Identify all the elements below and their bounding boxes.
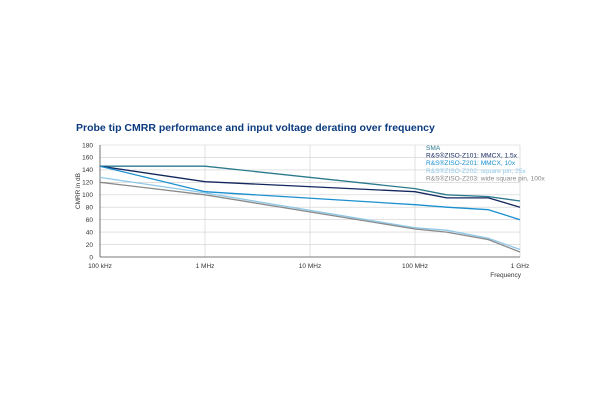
y-tick-label: 80 — [86, 205, 94, 212]
legend-entry-2: R&S®ZISO-Z101: MMCX, 1.5x — [426, 152, 518, 160]
y-tick-label: 0 — [89, 254, 93, 261]
y-tick-label: 100 — [82, 192, 93, 199]
series-line-1 — [100, 165, 521, 202]
y-tick-label: 60 — [86, 217, 94, 224]
y-axis-label: CMRR in dB — [75, 173, 82, 209]
x-tick-label: 1 MHz — [196, 263, 215, 270]
x-tick-label: 1 GHz — [511, 263, 529, 270]
y-tick-label: 120 — [82, 180, 93, 187]
series-line-4 — [99, 176, 521, 251]
y-tick-label: 40 — [86, 229, 94, 236]
axes — [99, 145, 520, 258]
series-line-5 — [99, 181, 521, 253]
x-tick-label: 100 MHz — [402, 263, 428, 270]
legend-entry-1: SMA — [426, 145, 441, 152]
legend-entry-3: R&S®ZISO-Z201: MMCX, 10x — [426, 159, 516, 167]
y-tick-label: 20 — [86, 242, 94, 249]
series-line-2 — [99, 165, 521, 208]
series-lines — [99, 165, 521, 253]
tick-labels: 0 20 40 60 80 100 120 140 160 180 100 kHz 1 MHz 10 M… — [82, 142, 529, 270]
series-line-3 — [99, 165, 521, 221]
x-tick-label: 100 kHz — [88, 263, 112, 270]
y-tick-label: 140 — [82, 167, 93, 174]
x-tick-label: 10 MHz — [299, 263, 321, 270]
legend-entry-5: R&S®ZISO-Z203: wide square pin, 100x — [426, 174, 546, 182]
y-tick-label: 160 — [82, 155, 93, 162]
y-tick-label: 180 — [82, 142, 93, 149]
legend-entry-4: R&S®ZISO-Z202: square pin, 25x — [426, 167, 526, 175]
chart-title: Probe tip CMRR performance and input vol… — [76, 122, 435, 134]
x-axis-label: Frequency — [490, 272, 521, 279]
